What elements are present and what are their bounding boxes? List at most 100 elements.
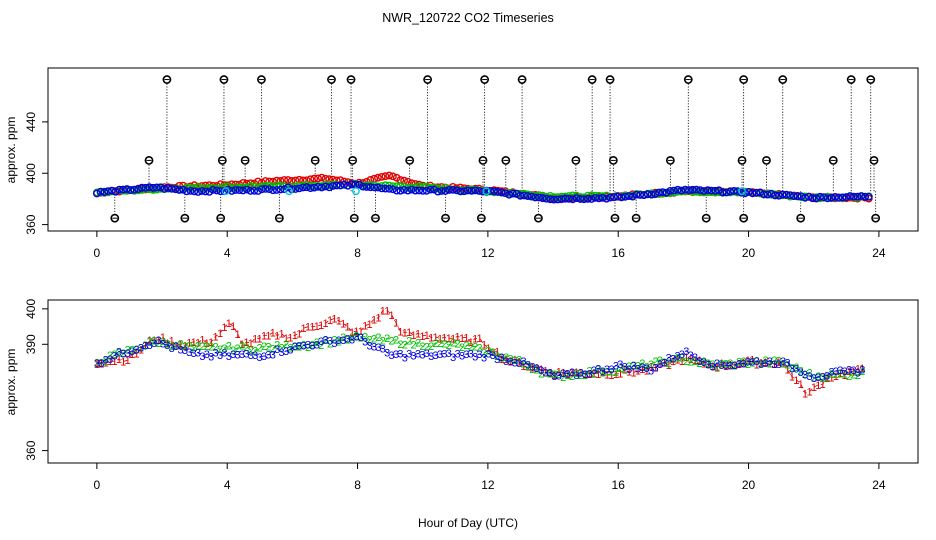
point-marker-3: 3 xyxy=(142,340,148,352)
point-marker-2: 2 xyxy=(538,368,544,380)
point-marker-1: 1 xyxy=(613,369,619,381)
point-marker-2: 2 xyxy=(512,355,518,367)
point-marker-3: 3 xyxy=(674,351,680,363)
point-marker-1: 1 xyxy=(670,356,676,368)
point-marker-1: 1 xyxy=(450,333,456,345)
point-blue xyxy=(763,190,772,199)
point-blue xyxy=(347,180,356,189)
point-blue xyxy=(722,188,731,197)
point-marker-3: 3 xyxy=(578,367,584,379)
point-marker-3: 3 xyxy=(367,341,373,353)
point-marker-1: 1 xyxy=(560,368,566,380)
point-marker-2: 2 xyxy=(248,345,254,357)
point-blue xyxy=(550,195,558,204)
point-marker-1: 1 xyxy=(155,335,161,347)
point-marker-2: 2 xyxy=(846,371,852,383)
point-cyan xyxy=(482,187,491,196)
point-marker-1: 1 xyxy=(525,361,531,373)
point-marker-2: 2 xyxy=(221,343,227,355)
point-marker-1: 1 xyxy=(587,369,593,381)
point-marker-1: 1 xyxy=(604,369,610,381)
point-blue xyxy=(681,185,690,194)
point-blue xyxy=(456,187,465,196)
point-blue xyxy=(362,183,371,191)
point-blue xyxy=(104,187,113,196)
point-marker-1: 1 xyxy=(327,315,333,327)
point-marker-2: 2 xyxy=(842,369,848,381)
point-marker-1: 1 xyxy=(301,323,307,335)
point-marker-2: 2 xyxy=(318,340,324,352)
point-marker-3: 3 xyxy=(507,356,513,368)
point-marker-2: 2 xyxy=(692,356,698,368)
point-marker-3: 3 xyxy=(287,345,293,357)
point-marker-1: 1 xyxy=(547,368,553,380)
point-marker-1: 1 xyxy=(657,359,663,371)
point-marker-3: 3 xyxy=(459,351,465,363)
point-marker-1: 1 xyxy=(309,322,315,334)
point-blue xyxy=(565,194,573,203)
point-marker-2: 2 xyxy=(472,342,478,354)
point-marker-1: 1 xyxy=(252,333,258,345)
point-marker-1: 1 xyxy=(842,370,848,382)
point-marker-3: 3 xyxy=(441,349,447,361)
point-blue xyxy=(625,192,633,201)
point-marker-3: 3 xyxy=(745,356,751,368)
point-marker-2: 2 xyxy=(850,370,856,382)
point-marker-1: 1 xyxy=(762,357,768,369)
point-blue xyxy=(392,186,401,195)
point-marker-3: 3 xyxy=(397,349,403,361)
point-marker-1: 1 xyxy=(265,330,271,342)
point-marker-3: 3 xyxy=(806,371,812,383)
point-marker-3: 3 xyxy=(784,357,790,369)
point-marker-2: 2 xyxy=(529,364,535,376)
point-marker-3: 3 xyxy=(824,371,830,383)
point-blue xyxy=(370,183,379,192)
point-blue xyxy=(426,185,435,194)
point-marker-3: 3 xyxy=(762,358,768,370)
y-tick-label-top: 440 xyxy=(24,112,38,132)
point-blue xyxy=(655,188,663,197)
point-marker-2: 2 xyxy=(534,365,540,377)
point-marker-2: 2 xyxy=(617,363,623,375)
point-blue xyxy=(643,190,652,199)
point-marker-2: 2 xyxy=(371,334,377,346)
point-marker-2: 2 xyxy=(125,344,131,356)
point-marker-3: 3 xyxy=(204,349,210,361)
point-marker-3: 3 xyxy=(481,352,487,364)
point-marker-3: 3 xyxy=(323,335,329,347)
point-marker-1: 1 xyxy=(674,355,680,367)
point-blue xyxy=(415,186,423,195)
point-marker-1: 1 xyxy=(767,358,773,370)
point-marker-3: 3 xyxy=(327,335,333,347)
point-marker-1: 1 xyxy=(802,388,808,400)
point-blue xyxy=(190,187,199,196)
point-marker-2: 2 xyxy=(736,357,742,369)
point-marker-3: 3 xyxy=(727,360,733,372)
point-marker-1: 1 xyxy=(375,313,381,325)
point-marker-3: 3 xyxy=(393,349,399,361)
point-marker-2: 2 xyxy=(652,356,658,368)
point-blue xyxy=(857,192,866,200)
point-blue xyxy=(602,194,611,203)
point-marker-1: 1 xyxy=(147,335,153,347)
point-marker-1: 1 xyxy=(191,337,197,349)
point-marker-1: 1 xyxy=(367,319,373,331)
point-marker-2: 2 xyxy=(257,343,263,355)
point-marker-3: 3 xyxy=(292,341,298,353)
point-blue xyxy=(793,192,802,201)
point-marker-1: 1 xyxy=(494,347,500,359)
point-marker-3: 3 xyxy=(758,359,764,371)
point-blue xyxy=(471,186,480,195)
point-marker-3: 3 xyxy=(331,338,337,350)
point-marker-1: 1 xyxy=(459,333,465,345)
point-blue xyxy=(782,190,791,199)
point-blue xyxy=(310,183,319,192)
point-marker-2: 2 xyxy=(507,354,513,366)
point-marker-2: 2 xyxy=(397,339,403,351)
point-marker-3: 3 xyxy=(692,352,698,364)
point-marker-3: 3 xyxy=(94,358,100,370)
point-blue xyxy=(688,185,697,194)
point-marker-3: 3 xyxy=(147,340,153,352)
point-green xyxy=(137,186,146,194)
